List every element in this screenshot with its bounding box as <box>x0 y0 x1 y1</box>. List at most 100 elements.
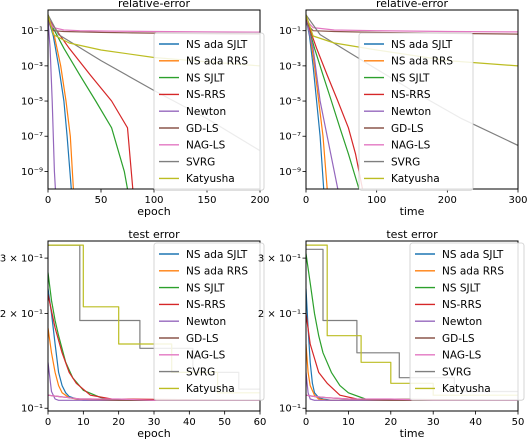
x-tick-label: 40 <box>183 417 196 428</box>
legend-entry: SVRG <box>186 156 215 168</box>
y-tick-label: 10⁻¹ <box>279 26 301 37</box>
subplot-p1: 0 50 100 150 200 10⁻¹ 10⁻³ 10⁻⁵ 10⁻⁷ 10⁻⁹ relative… <box>21 0 270 218</box>
series-line-ns-sjlt <box>48 18 129 189</box>
x-tick-label: 40 <box>469 417 482 428</box>
subplot-p4: 0 10 20 30 40 50 3 × 10⁻¹ 2 × 10⁻¹ 10⁻¹ test erro… <box>258 228 525 440</box>
x-tick-label: 0 <box>303 195 309 206</box>
legend-entry: Katyusha <box>186 383 235 395</box>
legend-entry: NAG-LS <box>391 140 431 152</box>
legend-entry: NS ada SJLT <box>442 249 504 261</box>
x-tick-label: 100 <box>144 195 163 206</box>
x-tick-label: 10 <box>342 417 355 428</box>
legend-entry: NS ada RRS <box>391 56 453 68</box>
legend-entry: SVRG <box>391 156 420 168</box>
y-tick-label: 10⁻⁷ <box>279 132 301 143</box>
legend-entry: NS ada RRS <box>442 266 504 278</box>
legend-entry: NS SJLT <box>186 282 225 294</box>
y-tick-label: 10⁻⁵ <box>21 97 43 108</box>
x-tick-label: 30 <box>427 417 440 428</box>
x-tick-label: 100 <box>367 195 386 206</box>
legend-entry: Katyusha <box>442 383 491 395</box>
legend-entry: NAG-LS <box>442 350 482 362</box>
legend: NS ada SJLT NS ada RRS NS SJLT NS-RRS Newton… <box>358 32 474 191</box>
legend-entry: NS ada SJLT <box>186 249 248 261</box>
x-tick-label: 0 <box>45 195 51 206</box>
legend-entry: GD-LS <box>442 333 475 345</box>
x-tick-label: 0 <box>303 417 309 428</box>
legend-entry: NAG-LS <box>186 350 226 362</box>
legend-entry: GD-LS <box>391 123 424 135</box>
legend-entry: SVRG <box>442 366 471 378</box>
y-tick-label: 10⁻⁹ <box>21 167 43 178</box>
chart-title: relative-error <box>118 0 191 10</box>
legend-entry: NS ada RRS <box>186 56 248 68</box>
x-tick-label: 50 <box>95 195 108 206</box>
legend-entry: Katyusha <box>391 173 440 185</box>
legend-entry: NS-RRS <box>442 299 482 311</box>
x-tick-label: 20 <box>384 417 397 428</box>
legend-entry: GD-LS <box>186 123 219 135</box>
legend-entry: Newton <box>186 316 226 328</box>
x-tick-label: 200 <box>250 195 269 206</box>
legend-entry: NS ada SJLT <box>186 39 248 51</box>
legend-entry: Newton <box>391 106 431 118</box>
legend-entry: NS ada SJLT <box>391 39 453 51</box>
legend-entry: NS-RRS <box>186 89 226 101</box>
legend-box <box>153 32 265 191</box>
legend: NS ada SJLT NS ada RRS NS SJLT NS-RRS Newton… <box>409 242 525 401</box>
y-tick-label: 3 × 10⁻¹ <box>258 254 301 265</box>
legend-entry: NS-RRS <box>391 89 431 101</box>
x-tick-label: 20 <box>112 417 125 428</box>
y-tick-label: 10⁻¹ <box>21 404 43 415</box>
legend-entry: Newton <box>186 106 226 118</box>
legend: NS ada SJLT NS ada RRS NS SJLT NS-RRS Newton… <box>153 242 265 401</box>
chart-title: test error <box>386 228 438 241</box>
series-line-nag-ls <box>48 14 260 33</box>
y-tick-label: 10⁻⁵ <box>279 97 301 108</box>
y-tick-label: 10⁻³ <box>279 61 301 72</box>
series-line-newton <box>48 18 56 189</box>
x-tick-label: 0 <box>45 417 51 428</box>
legend-entry: NAG-LS <box>186 140 226 152</box>
legend-box <box>153 242 265 401</box>
series-line-ns-sjlt <box>306 18 360 189</box>
x-axis-label: epoch <box>137 205 171 218</box>
y-tick-label: 10⁻⁷ <box>21 132 43 143</box>
y-tick-label: 2 × 10⁻¹ <box>0 309 43 320</box>
series-line-ns-rrs <box>306 18 364 189</box>
legend-box <box>409 242 525 401</box>
x-axis-label: time <box>400 205 425 218</box>
legend-entry: Katyusha <box>186 173 235 185</box>
x-tick-label: 10 <box>77 417 90 428</box>
x-axis-label: time <box>400 427 425 440</box>
legend-entry: NS ada RRS <box>186 266 248 278</box>
series-group <box>48 244 260 401</box>
series-line-ns-sjlt <box>306 253 518 401</box>
series-line-ns-rrs <box>48 18 134 189</box>
subplot-p2: 0 100 200 300 10⁻¹ 10⁻³ 10⁻⁵ 10⁻⁷ 10⁻⁹ relative-e… <box>279 0 528 218</box>
legend-box <box>358 32 474 191</box>
x-tick-label: 300 <box>508 195 527 206</box>
x-tick-label: 50 <box>218 417 231 428</box>
y-tick-label: 3 × 10⁻¹ <box>0 254 43 265</box>
legend-entry: NS SJLT <box>442 282 481 294</box>
chart-title: relative-error <box>376 0 449 10</box>
x-tick-label: 200 <box>438 195 457 206</box>
y-tick-label: 2 × 10⁻¹ <box>258 309 301 320</box>
legend-entry: Newton <box>442 316 482 328</box>
series-line-ns-ada-sjlt <box>48 18 72 189</box>
legend-entry: NS SJLT <box>186 72 225 84</box>
y-tick-label: 10⁻¹ <box>21 26 43 37</box>
legend-entry: SVRG <box>186 366 215 378</box>
x-axis-label: epoch <box>137 427 171 440</box>
subplot-p3: 0 10 20 30 40 50 60 3 × 10⁻¹ 2 × 10⁻¹ 10⁻¹ test er… <box>0 228 266 440</box>
legend-entry: NS SJLT <box>391 72 430 84</box>
x-tick-label: 30 <box>148 417 161 428</box>
x-tick-label: 150 <box>197 195 216 206</box>
legend-entry: GD-LS <box>186 333 219 345</box>
y-tick-label: 10⁻⁹ <box>279 167 301 178</box>
chart-title: test error <box>128 228 180 241</box>
series-line-nag-ls <box>306 14 518 33</box>
x-tick-label: 60 <box>254 417 267 428</box>
